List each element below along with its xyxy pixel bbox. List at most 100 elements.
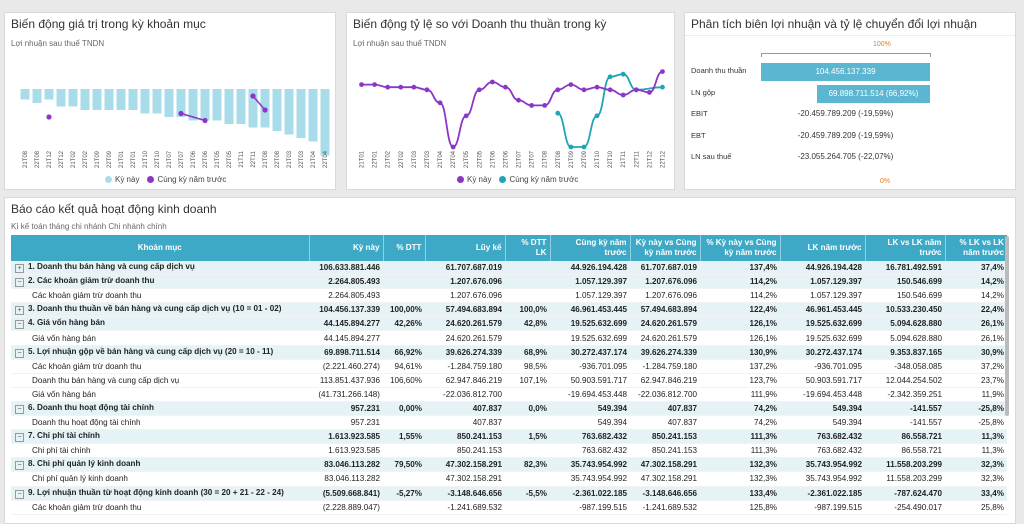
table-row[interactable]: −9. Lợi nhuận thuần từ hoạt động kinh do… [11, 486, 1007, 501]
table-cell [383, 471, 425, 487]
column-header[interactable]: Kỳ này [308, 235, 383, 261]
point [660, 84, 665, 90]
expand-toggle-icon[interactable]: − [15, 278, 24, 288]
table-cell [505, 330, 550, 346]
table-cell: 50.903.591.717 [780, 373, 865, 388]
expand-toggle-icon[interactable]: − [15, 489, 24, 499]
column-header[interactable]: LK vs LK năm trước [864, 235, 945, 261]
bar [176, 89, 186, 117]
table-cell: 106.633.881.446 [309, 261, 383, 276]
column-header[interactable]: % DTT LK [504, 235, 550, 261]
table-cell [505, 415, 550, 431]
point [46, 114, 52, 120]
bar [224, 89, 234, 124]
tick-label: 21T07 [167, 150, 173, 168]
table-cell: 16.781.492.591 [865, 261, 945, 276]
table-cell: 126,1% [700, 330, 780, 346]
expand-toggle-icon[interactable]: − [15, 404, 24, 414]
table-cell [383, 288, 425, 304]
column-header[interactable]: Khoản mục [11, 235, 309, 261]
table-row[interactable]: −2. Các khoản giảm trừ doanh thu 2.264.80… [11, 274, 1007, 290]
row-label: Doanh thu hoạt động tài chính [11, 415, 309, 431]
vertical-scrollbar[interactable] [1005, 236, 1009, 416]
table-row[interactable]: Doanh thu hoạt động tài chính 957.231 407.… [11, 415, 1007, 431]
row-label-text: 6. Doanh thu hoạt động tài chính [28, 402, 154, 412]
column-header[interactable]: Cùng kỳ năm trước [549, 235, 630, 261]
point [568, 82, 574, 87]
table-container[interactable]: Khoản mục Kỳ này% DTT Lũy kế% DTT LK Cùng k… [11, 235, 1007, 515]
table-cell: -22.036.812.700 [425, 387, 505, 402]
table-cell: -19.694.453.448 [780, 387, 865, 402]
table-cell: 12.044.254.502 [865, 373, 945, 388]
table-cell: (41.731.266.148) [309, 387, 383, 402]
legend-swatch-ky-nay [105, 176, 112, 183]
row-label-text: Các khoản giảm trừ doanh thu [32, 291, 142, 301]
table-row[interactable]: Giá vốn hàng bán (41.731.266.148) -22.036.… [11, 387, 1007, 402]
expand-toggle-icon[interactable]: − [15, 461, 24, 471]
table-cell: 30.272.437.174 [780, 345, 865, 360]
table-cell: 132,3% [700, 457, 780, 473]
point [633, 87, 639, 93]
column-header[interactable]: % Kỳ này vs Cùng kỳ năm trước [699, 235, 780, 261]
table-cell: 763.682.432 [780, 429, 865, 445]
expand-toggle-icon[interactable]: − [15, 320, 24, 330]
table-cell: 86.558.721 [865, 443, 945, 459]
table-row[interactable]: −8. Chi phí quản lý kinh doanh 83.046.113… [11, 457, 1007, 473]
tick-label: 22T05 [477, 150, 483, 168]
bar [308, 89, 318, 142]
table-cell: 33,4% [945, 486, 1007, 501]
table-cell: 37,4% [945, 261, 1007, 276]
table-row[interactable]: Giá vốn hàng bán 44.145.894.277 24.620.261… [11, 330, 1007, 346]
point [581, 87, 587, 93]
column-header[interactable]: Kỳ này vs Cùng kỳ năm trước [629, 235, 700, 261]
column-header[interactable]: Lũy kế [424, 235, 505, 261]
table-row[interactable]: Chi phí quản lý kinh doanh 83.046.113.282… [11, 471, 1007, 487]
table-cell: (2.221.460.274) [309, 359, 383, 374]
table-row[interactable]: −6. Doanh thu hoạt động tài chính 957.231… [11, 401, 1007, 417]
row-label: Doanh thu bán hàng và cung cấp dịch vụ [11, 373, 309, 388]
bar [236, 89, 246, 124]
expand-toggle-icon[interactable]: − [15, 348, 24, 358]
table-row[interactable]: Chi phí tài chính 1.613.923.585 850.241.15… [11, 443, 1007, 459]
row-label: −5. Lợi nhuận gộp về bán hàng và cung cấ… [11, 345, 309, 360]
table-row[interactable]: Doanh thu bán hàng và cung cấp dịch vụ 11… [11, 373, 1007, 388]
column-header[interactable]: % LK vs LK năm trước [944, 235, 1007, 261]
tick-label: 22T12 [59, 150, 65, 168]
point [202, 117, 208, 124]
table-cell: 46.961.453.445 [550, 302, 630, 318]
table-row[interactable]: +3. Doanh thu thuần về bán hàng và cung … [11, 302, 1007, 318]
tick-label: 22T05 [227, 150, 233, 168]
tick-label: 21T12 [647, 150, 653, 168]
expand-toggle-icon[interactable]: − [15, 433, 24, 443]
table-cell: 549.394 [780, 415, 865, 431]
legend-label: Cùng kỳ năm trước [157, 175, 227, 184]
row-label: +1. Doanh thu bán hàng và cung cấp dịch … [11, 261, 309, 276]
column-header[interactable]: LK năm trước [779, 235, 865, 261]
table-row[interactable]: −7. Chi phí tài chính 1.613.923.585 1,55% 8… [11, 429, 1007, 445]
tick-label: 21T09 [569, 150, 575, 168]
series-line [252, 95, 266, 111]
table-row[interactable]: −4. Giá vốn hàng bán 44.145.894.277 42,26%… [11, 316, 1007, 332]
expand-toggle-icon[interactable]: + [15, 264, 24, 274]
card-value-variation: Biến động giá trị trong kỳ khoản mục Lợi… [4, 12, 336, 190]
table-cell: 32,3% [945, 457, 1007, 473]
table-cell: -2.361.022.185 [550, 486, 630, 501]
point [555, 87, 561, 93]
row-label: Các khoản giảm trừ doanh thu [11, 288, 309, 304]
table-row[interactable]: Các khoản giảm trừ doanh thu 2.264.805.49… [11, 288, 1007, 304]
table-row[interactable]: Các khoản giảm trừ doanh thu (2.221.460.2… [11, 359, 1007, 374]
row-label-text: Các khoản giảm trừ doanh thu [32, 361, 142, 371]
table-row[interactable]: −5. Lợi nhuận gộp về bán hàng và cung cấ… [11, 345, 1007, 360]
tick-label: 21T02 [71, 150, 77, 168]
card-subtitle: Lợi nhuận sau thuế TNDN [11, 39, 105, 48]
table-row[interactable]: Các khoản giảm trừ doanh thu (2.228.889.0… [11, 500, 1007, 515]
table-cell: 42,8% [505, 316, 550, 332]
tick-label: 21T08 [543, 150, 549, 168]
table-row[interactable]: +1. Doanh thu bán hàng và cung cấp dịch … [11, 261, 1007, 276]
funnel-label: LN gộp [691, 87, 716, 97]
table-cell: 1.207.676.096 [425, 288, 505, 304]
column-header[interactable]: % DTT [382, 235, 425, 261]
expand-toggle-icon[interactable]: + [15, 306, 24, 316]
table-cell: -2.342.359.251 [865, 387, 945, 402]
table-cell: 1.207.676.096 [630, 274, 700, 290]
